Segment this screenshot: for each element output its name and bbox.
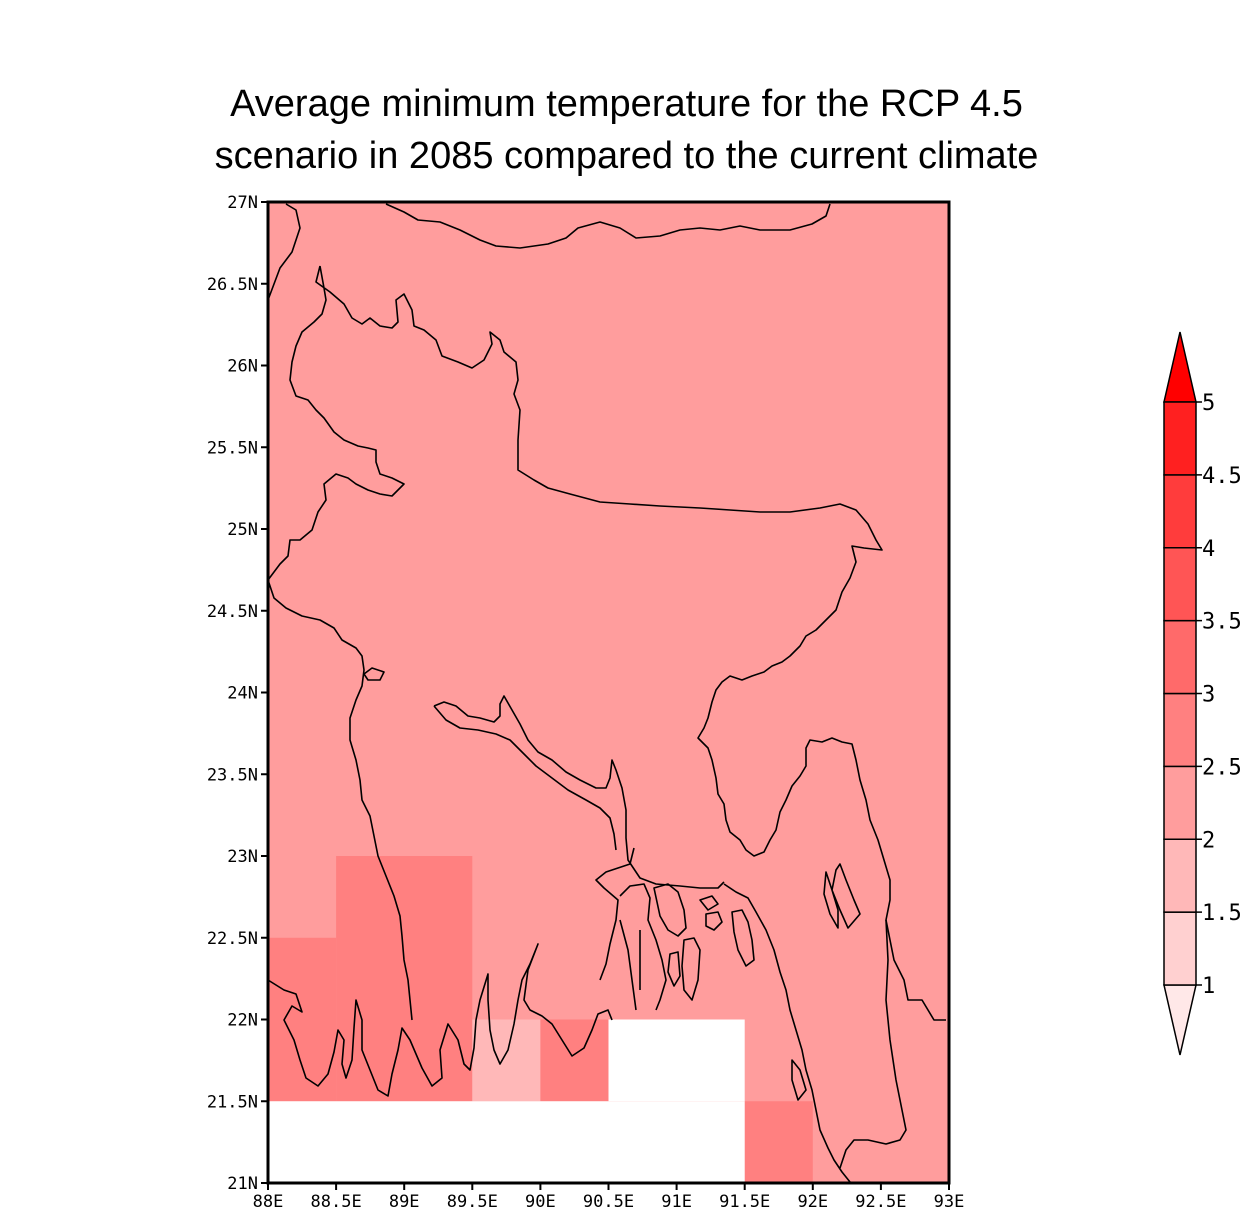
- border-east: [839, 919, 907, 1169]
- colorbar-label: 1: [1202, 974, 1215, 999]
- map-title: Average minimum temperature for the RCP …: [0, 78, 1253, 182]
- map-cell-5: [268, 1101, 745, 1183]
- lat-tick-label: 25.5N: [207, 438, 258, 458]
- colorbar-bin: [1163, 765, 1197, 840]
- island-3: [705, 911, 723, 931]
- lat-tick-label: 21.5N: [207, 1092, 258, 1112]
- map-cells: [268, 202, 949, 1183]
- colorbar-label: 4.5: [1202, 464, 1242, 489]
- lon-tick-label: 92E: [797, 1192, 828, 1212]
- border-bangladesh: [267, 203, 946, 1021]
- colorbar: 1 1.5 2 2.5 3 3.5 4 4.5 5: [1163, 331, 1242, 1056]
- island-4: [731, 909, 755, 967]
- colorbar-over-triangle: [1163, 331, 1197, 403]
- colorbar-bin: [1163, 911, 1197, 986]
- coast-chittagong: [723, 863, 861, 1183]
- colorbar-bin: [1163, 401, 1197, 476]
- map-cell-6: [608, 1019, 745, 1102]
- colorbar-label: 2: [1202, 828, 1215, 853]
- coastline-south: [267, 847, 667, 1097]
- colorbar-label: 2.5: [1202, 755, 1242, 780]
- lat-tick-label: 24.5N: [207, 602, 258, 622]
- lon-tick-label: 88E: [253, 1192, 284, 1212]
- lat-tick-label: 26.5N: [207, 275, 258, 295]
- island-6: [667, 951, 681, 987]
- coastline: [267, 203, 946, 1183]
- map-cell-2: [472, 1019, 541, 1102]
- lat-tick-label: 27N: [227, 193, 258, 213]
- colorbar-label: 5: [1202, 391, 1215, 416]
- colorbar-label: 1.5: [1202, 901, 1242, 926]
- lat-axis: 27N 26.5N 26N 25.5N 25N 24.5N 24N 23.5N 23N 22.5N…: [207, 193, 268, 1194]
- colorbar-bin: [1163, 474, 1197, 549]
- lon-tick-label: 90E: [525, 1192, 556, 1212]
- map-cell-0: [268, 937, 337, 1102]
- colorbar-label: 4: [1202, 537, 1215, 562]
- lat-tick-label: 23.5N: [207, 765, 258, 785]
- lat-tick-label: 26N: [227, 357, 258, 377]
- island-5: [681, 937, 701, 1001]
- map-cell-3: [540, 1019, 609, 1102]
- lat-tick-label: 21N: [227, 1174, 258, 1194]
- river-padma: [433, 695, 725, 889]
- lon-tick-label: 93E: [934, 1192, 965, 1212]
- colorbar-bin: [1163, 547, 1197, 622]
- island-7: [363, 667, 385, 681]
- lon-tick-label: 88.5E: [311, 1192, 362, 1212]
- colorbar-bin: [1163, 619, 1197, 695]
- lon-tick-label: 91E: [661, 1192, 692, 1212]
- lat-tick-label: 22.5N: [207, 929, 258, 949]
- colorbar-under-triangle: [1163, 984, 1197, 1056]
- map-cell-4: [744, 1101, 813, 1183]
- lat-tick-label: 24N: [227, 684, 258, 704]
- lon-tick-label: 90.5E: [583, 1192, 634, 1212]
- lon-axis: 88E 88.5E 89E 89.5E 90E 90.5E 91E 91.5E 92E 92.5E…: [253, 1183, 965, 1212]
- island-2: [699, 895, 719, 911]
- lon-tick-label: 91.5E: [719, 1192, 770, 1212]
- colorbar-label: 3: [1202, 683, 1215, 708]
- colorbar-bin: [1163, 838, 1197, 913]
- map-cell-1: [336, 856, 473, 1102]
- island-1: [653, 883, 687, 937]
- lat-tick-label: 25N: [227, 520, 258, 540]
- colorbar-label: 3.5: [1202, 610, 1242, 635]
- lat-tick-label: 22N: [227, 1011, 258, 1031]
- lon-tick-label: 89.5E: [447, 1192, 498, 1212]
- lon-tick-label: 92.5E: [855, 1192, 906, 1212]
- title-line-1: Average minimum temperature for the RCP …: [230, 83, 1023, 125]
- lon-tick-label: 89E: [389, 1192, 420, 1212]
- lat-tick-label: 23N: [227, 847, 258, 867]
- title-line-2: scenario in 2085 compared to the current…: [214, 135, 1039, 177]
- colorbar-bin: [1163, 692, 1197, 768]
